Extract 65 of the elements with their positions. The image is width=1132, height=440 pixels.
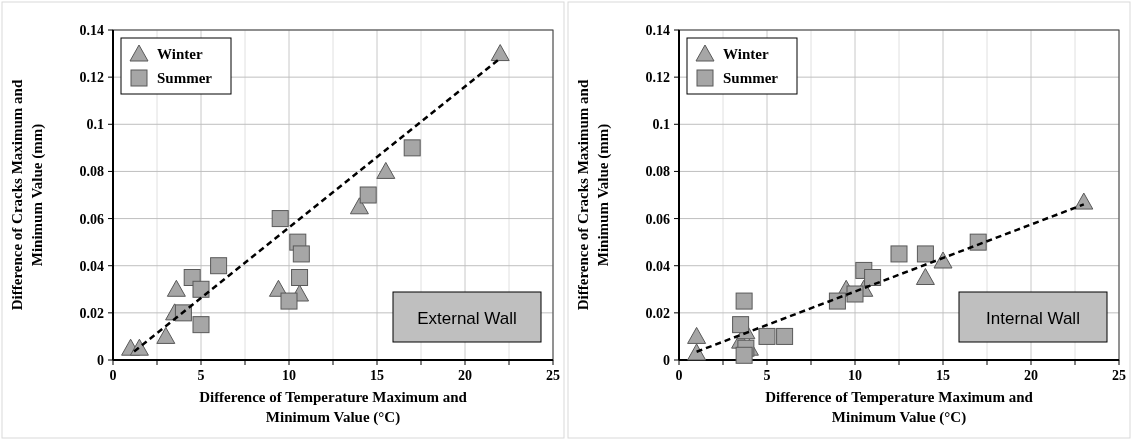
point <box>490 44 510 62</box>
point <box>758 327 776 345</box>
point <box>210 257 228 275</box>
legend-label: Summer <box>157 70 213 86</box>
x-tick-label: 5 <box>763 368 771 383</box>
annotation: External Wall <box>417 309 517 328</box>
point <box>192 280 210 298</box>
point <box>349 197 369 215</box>
y-tick-label: 0.02 <box>645 305 670 321</box>
point <box>890 245 908 263</box>
y-tick-label: 0.04 <box>645 258 670 274</box>
point <box>292 245 310 263</box>
point <box>156 326 176 344</box>
x-tick-label: 0 <box>109 368 117 383</box>
legend-label: Winter <box>723 46 769 62</box>
point <box>687 343 707 361</box>
x-tick-label: 10 <box>282 368 296 383</box>
y-tick-label: 0.14 <box>79 23 104 38</box>
y-tick-label: 0.08 <box>645 164 670 180</box>
point <box>291 269 309 286</box>
x-tick-label: 25 <box>546 368 560 383</box>
y-tick-label: 0.02 <box>79 305 104 321</box>
point <box>735 346 753 364</box>
y-tick-label: 0.08 <box>79 164 104 180</box>
y-axis-title: Difference of Cracks Maximum and Minimum Value (mm) <box>9 79 46 311</box>
y-tick-label: 0.12 <box>79 70 104 86</box>
point <box>192 316 210 334</box>
y-tick-label: 0.04 <box>79 258 104 274</box>
x-tick-label: 5 <box>197 368 205 383</box>
point <box>359 186 377 204</box>
point <box>735 292 753 310</box>
x-tick-label: 15 <box>936 368 950 383</box>
y-tick-label: 0.06 <box>645 211 670 227</box>
point <box>1074 192 1094 210</box>
point <box>271 210 289 228</box>
y-tick-label: 0.12 <box>645 70 670 86</box>
y-tick-label: 0 <box>663 353 670 368</box>
point <box>687 326 707 344</box>
x-tick-label: 20 <box>458 368 472 383</box>
point <box>403 139 421 157</box>
legend-label: Summer <box>723 70 779 86</box>
point <box>166 279 186 297</box>
legend-label: Winter <box>157 46 203 62</box>
point <box>969 233 987 251</box>
y-tick-label: 0.1 <box>652 117 670 133</box>
point <box>776 327 794 345</box>
x-tick-label: 15 <box>370 368 384 383</box>
point <box>916 245 934 263</box>
annotation: Internal Wall <box>986 309 1080 328</box>
x-axis-title: Difference of Temperature Maximum and Minimum Value (°C) <box>765 389 1034 426</box>
x-tick-label: 20 <box>1024 368 1038 383</box>
x-tick-label: 10 <box>848 368 862 383</box>
y-tick-label: 0.06 <box>79 211 104 227</box>
point <box>280 292 298 310</box>
point <box>376 161 396 179</box>
point <box>732 316 750 334</box>
point <box>915 268 935 285</box>
point <box>864 269 882 286</box>
x-tick-label: 25 <box>1112 368 1126 383</box>
x-tick-label: 0 <box>675 368 683 383</box>
y-tick-label: 0.1 <box>86 117 104 133</box>
x-axis-title: Difference of Temperature Maximum and Minimum Value (°C) <box>199 389 468 426</box>
y-tick-label: 0 <box>97 353 104 368</box>
y-tick-label: 0.14 <box>645 23 670 38</box>
y-axis-title: Difference of Cracks Maximum and Minimum Value (mm) <box>575 79 612 311</box>
